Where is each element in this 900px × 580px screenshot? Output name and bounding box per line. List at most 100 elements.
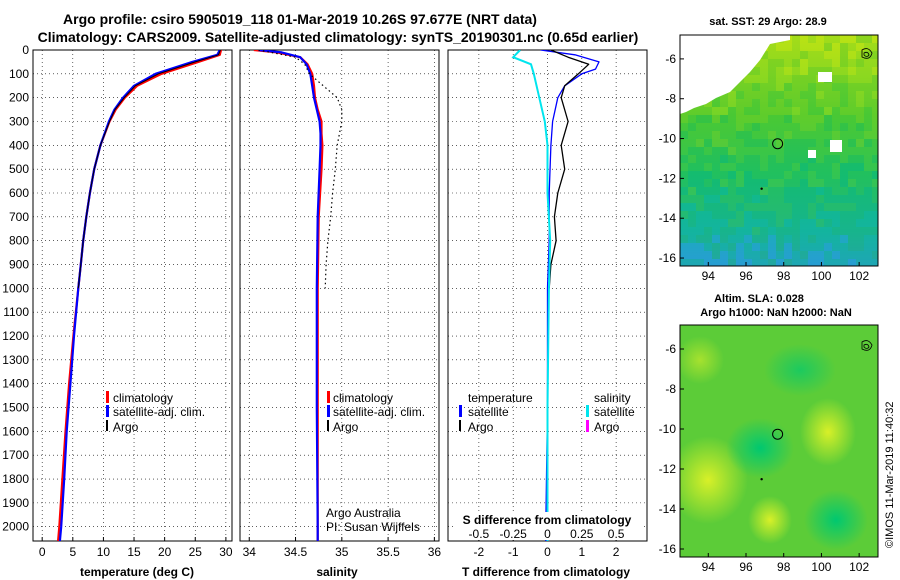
- sst-cell: [848, 163, 856, 171]
- sst-cell: [680, 123, 688, 131]
- sst-cell: [792, 115, 800, 123]
- previous-position-dot: [760, 478, 763, 481]
- map-y-tick-label: -8: [665, 382, 676, 396]
- sst-cell: [720, 163, 728, 171]
- sst-cell: [768, 163, 776, 171]
- sst-cell: [816, 179, 824, 187]
- sst-cell: [840, 75, 848, 83]
- sst-cell: [816, 83, 824, 91]
- sst-cell: [760, 107, 768, 115]
- sst-cell: [784, 131, 792, 139]
- map-x-tick-label: 98: [777, 560, 791, 574]
- sst-cell: [744, 203, 752, 211]
- sst-cell: [824, 67, 832, 75]
- sst-cell: [832, 163, 840, 171]
- map-y-tick-label: -10: [659, 422, 677, 436]
- sst-cell: [816, 131, 824, 139]
- sst-cell: [800, 235, 808, 243]
- sst-cell: [680, 251, 688, 259]
- sst-cell: [840, 171, 848, 179]
- sst-cell: [792, 67, 800, 75]
- sst-cell: [768, 155, 776, 163]
- sst-cell: [864, 259, 872, 266]
- sst-cells: [680, 35, 878, 266]
- sst-cell: [872, 243, 878, 251]
- sst-cell: [848, 99, 856, 107]
- sst-cell: [856, 83, 864, 91]
- depth-tick-label: 1500: [2, 401, 29, 415]
- legend-label-argo: Argo: [333, 420, 359, 434]
- sst-cell: [840, 91, 848, 99]
- sst-cell: [736, 179, 744, 187]
- sst-cell: [760, 139, 768, 147]
- sst-cell: [856, 187, 864, 195]
- sst-cell: [872, 235, 878, 243]
- sst-cell: [832, 211, 840, 219]
- sst-cell: [824, 195, 832, 203]
- sst-cell: [744, 99, 752, 107]
- sst-cell: [712, 195, 720, 203]
- sst-cell: [776, 251, 784, 259]
- legend-swatch-argo: [327, 420, 329, 431]
- sst-field: [680, 35, 878, 266]
- sst-cell: [784, 51, 792, 59]
- sst-cell: [856, 35, 864, 43]
- sst-cell: [712, 171, 720, 179]
- map-y-tick-label: -16: [659, 251, 677, 265]
- depth-axis-ticks: 0 100 200 300 400 500 600 700 800 900 1000 1100 1200…: [2, 43, 29, 534]
- sst-cell: [680, 163, 688, 171]
- sst-cell: [760, 99, 768, 107]
- sla-map-panel: Altim. SLA: 0.028 Argo h1000: NaN h2000:…: [659, 293, 879, 574]
- sst-cell: [856, 67, 864, 75]
- sst-cell: [800, 187, 808, 195]
- sst-cell: [776, 91, 784, 99]
- sst-cell: [760, 227, 768, 235]
- sst-cell: [872, 59, 878, 67]
- sst-cell: [696, 211, 704, 219]
- sst-cell: [704, 155, 712, 163]
- sst-cell: [832, 107, 840, 115]
- sst-cell: [728, 147, 736, 155]
- sst-cell: [752, 203, 760, 211]
- sst-cell: [848, 243, 856, 251]
- sst-cell: [720, 91, 728, 99]
- sst-cell: [768, 227, 776, 235]
- legend-label-t-argo: Argo: [468, 420, 494, 434]
- sst-cell: [776, 67, 784, 75]
- map-x-tick-label: 100: [811, 269, 831, 283]
- sst-cell: [808, 51, 816, 59]
- sst-cell: [728, 163, 736, 171]
- sst-cell: [808, 195, 816, 203]
- sst-cell: [696, 203, 704, 211]
- sst-cell: [808, 59, 816, 67]
- sst-cell: [704, 187, 712, 195]
- sst-cell: [816, 203, 824, 211]
- sst-cell: [808, 235, 816, 243]
- s-tick-label: -0.5: [469, 527, 490, 541]
- sst-cell: [856, 131, 864, 139]
- sst-cell: [760, 123, 768, 131]
- sst-cell: [872, 195, 878, 203]
- legend-title-temperature: temperature: [468, 391, 533, 405]
- sst-cell: [768, 67, 776, 75]
- sst-cell: [800, 195, 808, 203]
- sst-cell: [752, 75, 760, 83]
- x-tick-label: 10: [97, 545, 111, 559]
- sst-cell: [856, 75, 864, 83]
- sst-cell: [744, 259, 752, 266]
- sst-cell: [800, 43, 808, 51]
- sst-cell: [728, 123, 736, 131]
- sst-cell: [824, 219, 832, 227]
- sla-high-anomaly: [748, 496, 792, 544]
- sst-cell: [840, 155, 848, 163]
- sst-cell: [744, 187, 752, 195]
- depth-tick-label: 600: [9, 186, 29, 200]
- sst-cell: [736, 131, 744, 139]
- sst-cell: [688, 115, 696, 123]
- sst-cell: [712, 259, 720, 266]
- sst-cell: [800, 163, 808, 171]
- sst-cell: [784, 219, 792, 227]
- depth-tick-label: 300: [9, 115, 29, 129]
- sst-cell: [856, 43, 864, 51]
- sst-cell: [848, 251, 856, 259]
